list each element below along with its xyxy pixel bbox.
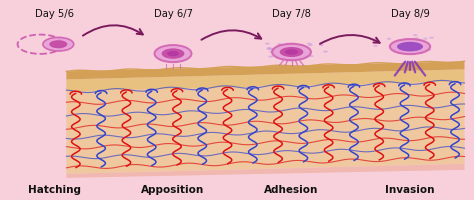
Circle shape (292, 58, 296, 60)
Polygon shape (66, 82, 465, 174)
Circle shape (268, 56, 273, 58)
Circle shape (387, 39, 392, 41)
Circle shape (303, 56, 308, 58)
Text: Adhesion: Adhesion (264, 184, 319, 194)
Text: Day 5/6: Day 5/6 (35, 9, 74, 19)
Text: Apposition: Apposition (141, 184, 205, 194)
Text: Day 6/7: Day 6/7 (154, 9, 192, 19)
Text: Day 7/8: Day 7/8 (272, 9, 311, 19)
Text: Invasion: Invasion (385, 184, 435, 194)
Polygon shape (66, 70, 465, 92)
Circle shape (267, 48, 272, 50)
Circle shape (265, 43, 270, 45)
Circle shape (429, 38, 434, 40)
Circle shape (373, 46, 378, 48)
Circle shape (269, 49, 273, 51)
Text: Day 8/9: Day 8/9 (391, 9, 429, 19)
Circle shape (398, 47, 402, 49)
Text: Hatching: Hatching (28, 184, 81, 194)
Circle shape (392, 48, 397, 50)
Ellipse shape (167, 52, 179, 57)
Circle shape (375, 41, 380, 43)
Circle shape (427, 49, 431, 51)
Circle shape (309, 56, 314, 58)
Ellipse shape (155, 46, 191, 63)
Ellipse shape (285, 50, 298, 56)
Circle shape (372, 39, 376, 41)
Ellipse shape (43, 38, 74, 52)
Circle shape (308, 45, 313, 47)
Circle shape (319, 45, 324, 47)
Circle shape (413, 35, 418, 37)
Ellipse shape (280, 48, 303, 58)
Circle shape (307, 43, 311, 45)
Ellipse shape (49, 41, 67, 49)
Circle shape (293, 55, 298, 57)
Circle shape (291, 56, 295, 58)
Circle shape (397, 50, 402, 52)
Ellipse shape (272, 45, 311, 61)
Circle shape (293, 56, 298, 58)
Circle shape (416, 50, 420, 52)
Circle shape (266, 49, 271, 51)
Circle shape (277, 44, 282, 46)
Circle shape (269, 52, 274, 54)
Polygon shape (66, 164, 465, 178)
Circle shape (323, 51, 328, 53)
Circle shape (288, 59, 293, 61)
Circle shape (423, 39, 428, 41)
Circle shape (399, 48, 404, 50)
Polygon shape (66, 62, 465, 80)
Ellipse shape (397, 43, 423, 52)
Ellipse shape (162, 49, 184, 60)
Circle shape (414, 38, 419, 40)
Ellipse shape (390, 40, 430, 55)
